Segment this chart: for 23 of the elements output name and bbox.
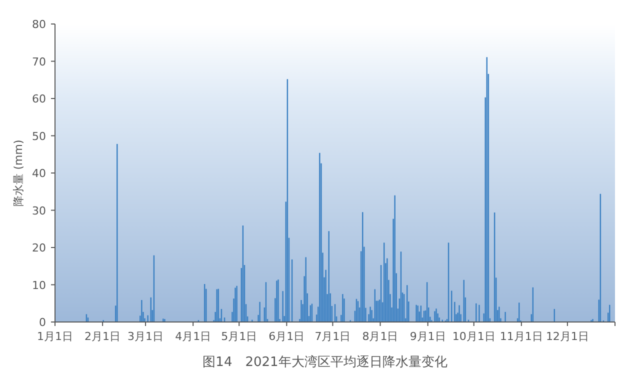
x-tick-label: 4月1日 — [175, 330, 212, 343]
y-tick-label: 20 — [32, 242, 46, 254]
y-tick-label: 80 — [32, 18, 46, 31]
y-tick-label: 30 — [32, 204, 46, 218]
y-tick-label: 50 — [32, 130, 46, 143]
x-tick-label: 5月1日 — [221, 330, 258, 343]
y-tick-label: 10 — [32, 278, 46, 292]
y-tick-label: 70 — [32, 55, 46, 68]
x-tick-label: 12月1日 — [546, 330, 589, 343]
y-axis-title: 降水量 (mm) — [12, 140, 25, 206]
x-tick-label: 3月1日 — [128, 330, 164, 343]
x-tick-label: 10月1日 — [452, 330, 496, 343]
x-tick-label: 11月1日 — [500, 330, 543, 343]
x-tick-label: 2月1日 — [84, 330, 121, 343]
x-tick-label: 6月1日 — [268, 330, 305, 343]
text: 图14 2021年大湾区平均逐日降水量变化 — [202, 354, 448, 370]
x-tick-label: 8月1日 — [362, 330, 398, 343]
y-tick-label: 0 — [39, 316, 46, 329]
y-tick-label: 40 — [32, 167, 46, 180]
x-tick-label: 1月1日 — [37, 330, 73, 343]
x-tick-label: 9月1日 — [410, 330, 446, 343]
y-tick-label: 60 — [32, 92, 46, 106]
x-tick-label: 7月1日 — [314, 330, 351, 343]
